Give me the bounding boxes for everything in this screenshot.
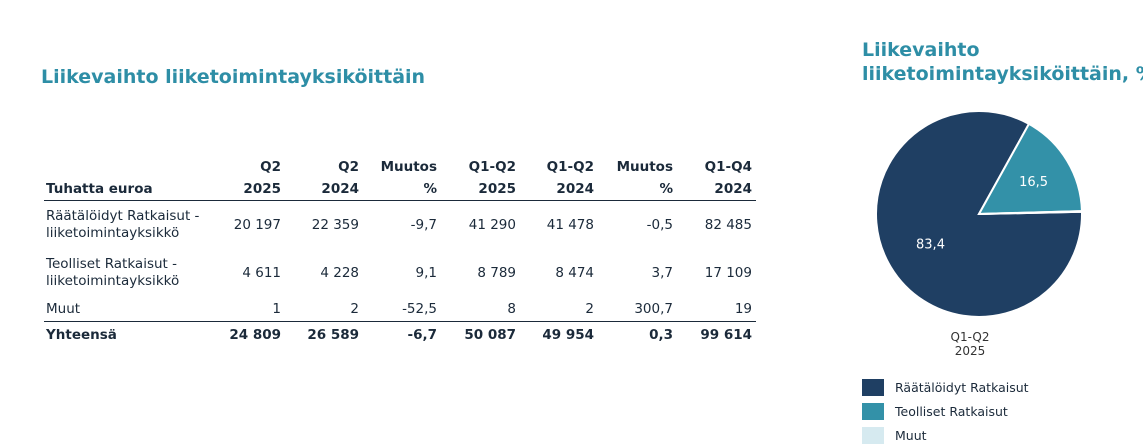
table-cell: 19 (734, 301, 752, 317)
header-cell: 2025 (219, 178, 285, 201)
table-cell: 4 228 (320, 265, 359, 281)
table-cell: 8 474 (555, 265, 594, 281)
total-cell: 50 087 (441, 321, 520, 348)
pie-caption: Q1-Q2 2025 (920, 330, 1020, 358)
table-cell: 22 359 (311, 217, 359, 233)
legend-swatch (862, 426, 884, 444)
legend-item: Räätälöidyt Ratkaisut (862, 375, 1029, 399)
legend-item: Teolliset Ratkaisut (862, 399, 1029, 423)
header-cell: Q1-Q2 (546, 159, 594, 175)
header-cell: Q1-Q2 (468, 159, 516, 175)
total-label: Yhteensä (44, 321, 219, 348)
table-cell: 8 789 (477, 265, 516, 281)
total-cell: 0,3 (598, 321, 677, 348)
table-cell: 20 197 (233, 217, 281, 233)
header-cell: 2025 (441, 178, 520, 201)
total-cell: 24 809 (219, 321, 285, 348)
table-row: Muut 1 2 -52,5 8 2 300,7 19 (44, 297, 756, 322)
header-cell (44, 156, 219, 178)
chart-title-line-1: Liikevaihto (862, 39, 980, 61)
row-label: Muut (46, 300, 81, 317)
pie-slice (978, 210, 1084, 215)
legend-label: Räätälöidyt Ratkaisut (895, 379, 1029, 395)
table-cell: 4 611 (242, 265, 281, 281)
header-cell: 2024 (285, 178, 363, 201)
table-row: Räätälöidyt Ratkaisut -liiketoimintayksi… (44, 201, 756, 250)
header-cell: Q2 (338, 159, 359, 175)
table-cell: 2 (350, 301, 359, 317)
legend-label: Muut (895, 427, 927, 443)
revenue-table-container: Q2 Q2 Muutos Q1-Q2 Q1-Q2 Muutos Q1-Q4 Tu… (44, 156, 756, 348)
table-cell: 41 478 (546, 217, 594, 233)
row-label: Räätälöidyt Ratkaisut -liiketoimintayksi… (46, 208, 200, 241)
table-cell: 1 (272, 301, 281, 317)
revenue-table: Q2 Q2 Muutos Q1-Q2 Q1-Q2 Muutos Q1-Q4 Tu… (44, 156, 756, 348)
table-cell: -52,5 (402, 301, 437, 317)
header-cell: Muutos (380, 159, 437, 175)
pie-chart: 83,4 16,5 (875, 110, 1084, 318)
chart-legend: Räätälöidyt Ratkaisut Teolliset Ratkaisu… (862, 375, 1029, 447)
header-cell: 2024 (677, 178, 756, 201)
table-total-row: Yhteensä 24 809 26 589 -6,7 50 087 49 95… (44, 321, 756, 348)
table-cell: 8 (507, 301, 516, 317)
table-cell: -0,5 (646, 217, 673, 233)
total-cell: 26 589 (285, 321, 363, 348)
legend-swatch (862, 402, 884, 420)
header-cell: Muutos (616, 159, 673, 175)
pie-caption-year: 2025 (954, 344, 986, 358)
total-cell: 49 954 (520, 321, 598, 348)
table-header-row-2: Tuhatta euroa 2025 2024 % 2025 2024 % 20… (44, 178, 756, 201)
table-cell: 17 109 (704, 265, 752, 281)
table-cell: 82 485 (704, 217, 752, 233)
header-cell: % (363, 178, 441, 201)
table-cell: 2 (585, 301, 594, 317)
header-cell: Q1-Q4 (704, 159, 752, 175)
row-label: Teolliset Ratkaisut -liiketoimintayksikk… (46, 256, 180, 289)
header-cell: % (598, 178, 677, 201)
table-cell: -9,7 (410, 217, 437, 233)
pie-caption-period: Q1-Q2 (950, 330, 990, 344)
header-cell: Tuhatta euroa (44, 178, 219, 201)
pie-slice (977, 122, 1083, 216)
table-cell: 300,7 (634, 301, 673, 317)
legend-item: Muut (862, 423, 1029, 447)
table-header-row-1: Q2 Q2 Muutos Q1-Q2 Q1-Q2 Muutos Q1-Q4 (44, 156, 756, 178)
chart-title: Liikevaihto liiketoimintayksiköittäin, % (862, 38, 1143, 86)
legend-label: Teolliset Ratkaisut (895, 403, 1008, 419)
chart-title-line-2: liiketoimintayksiköittäin, % (862, 63, 1143, 85)
total-cell: -6,7 (363, 321, 441, 348)
legend-swatch (862, 378, 884, 396)
pie-slice-label: 16,5 (1019, 175, 1048, 190)
total-cell: 99 614 (677, 321, 756, 348)
table-title: Liikevaihto liiketoimintayksiköittäin (41, 66, 426, 88)
header-cell: 2024 (520, 178, 598, 201)
table-cell: 3,7 (651, 265, 673, 281)
pie-slice-label: 83,4 (916, 237, 945, 252)
table-row: Teolliset Ratkaisut -liiketoimintayksikk… (44, 249, 756, 297)
table-cell: 9,1 (415, 265, 437, 281)
pie-slice (875, 110, 1083, 318)
header-cell: Q2 (260, 159, 281, 175)
table-cell: 41 290 (468, 217, 516, 233)
